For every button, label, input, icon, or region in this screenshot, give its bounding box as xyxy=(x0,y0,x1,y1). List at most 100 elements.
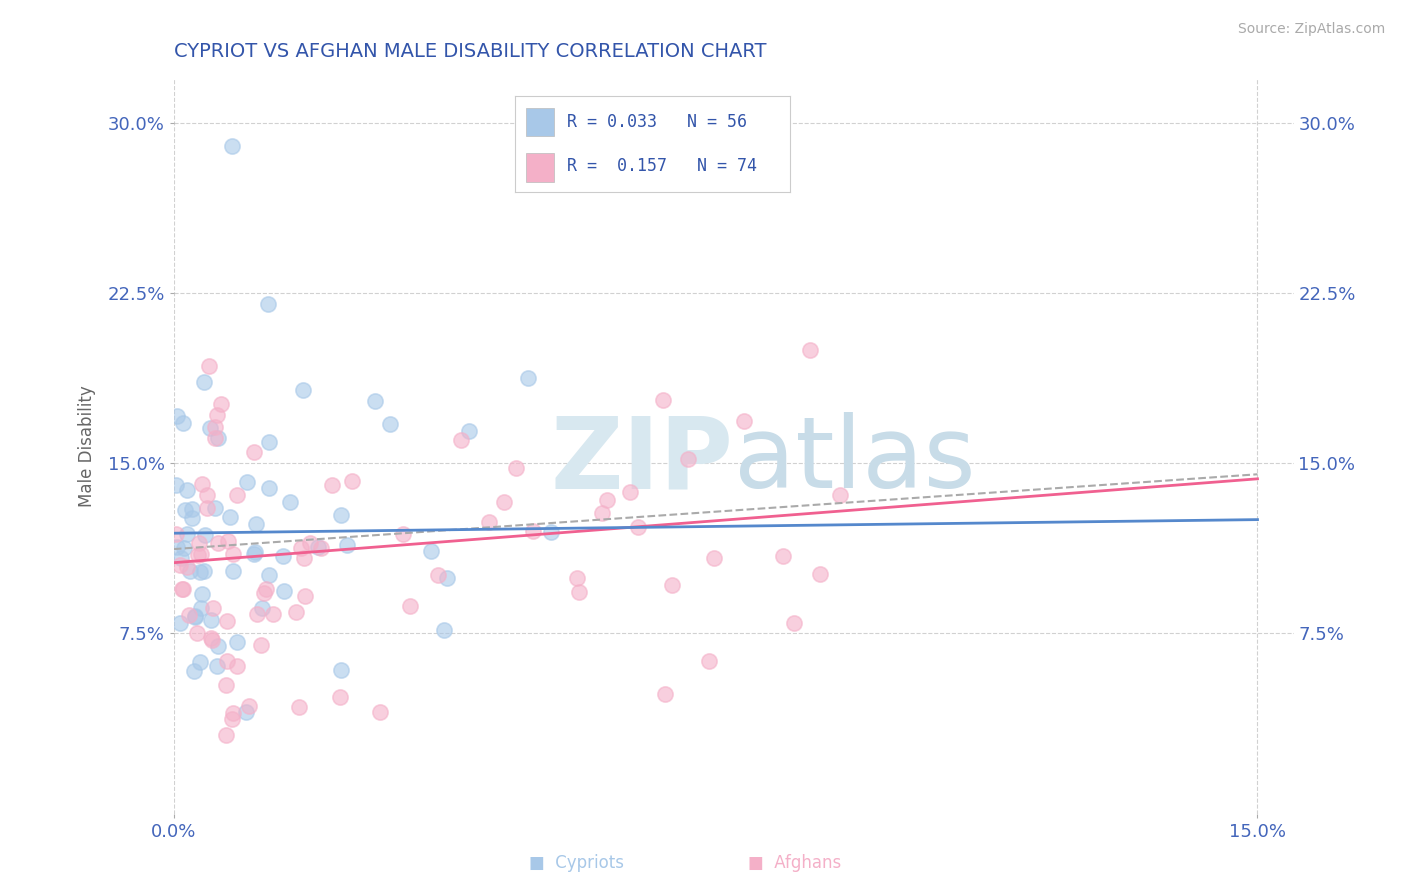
Point xyxy=(243,545,266,559)
Point xyxy=(226,659,249,673)
Point xyxy=(808,567,831,582)
Point xyxy=(169,551,191,566)
Point xyxy=(225,488,247,502)
Point xyxy=(392,527,415,541)
Point xyxy=(321,478,343,492)
Point xyxy=(540,524,562,539)
Text: ■  Afghans: ■ Afghans xyxy=(748,855,841,872)
Point xyxy=(436,571,458,585)
Point xyxy=(565,571,588,585)
Text: ■  Cypriots: ■ Cypriots xyxy=(529,855,624,872)
Point xyxy=(176,560,198,574)
Point xyxy=(184,609,207,624)
Point xyxy=(207,640,229,654)
Point xyxy=(165,527,187,541)
Point xyxy=(252,600,274,615)
Point xyxy=(195,501,218,516)
Point xyxy=(591,506,613,520)
Point xyxy=(246,607,269,621)
Point xyxy=(183,664,205,678)
Point xyxy=(288,700,311,714)
Point xyxy=(174,503,197,517)
Point xyxy=(278,494,301,508)
Point xyxy=(193,565,215,579)
Point xyxy=(619,485,641,500)
Point xyxy=(222,547,245,561)
Point xyxy=(204,430,226,444)
Point xyxy=(307,540,329,554)
Point xyxy=(830,487,852,501)
Point xyxy=(166,540,188,554)
Y-axis label: Male Disability: Male Disability xyxy=(79,385,96,507)
Point xyxy=(176,527,198,541)
Point xyxy=(703,551,725,566)
Point xyxy=(568,585,591,599)
Point xyxy=(654,687,676,701)
Point xyxy=(291,384,314,398)
Point xyxy=(236,475,259,489)
Point xyxy=(205,408,228,422)
Point xyxy=(200,613,222,627)
Point xyxy=(219,510,242,524)
Point xyxy=(782,616,804,631)
Point xyxy=(169,615,191,630)
Point xyxy=(221,712,243,726)
Point xyxy=(166,409,188,423)
Point xyxy=(516,370,538,384)
Point xyxy=(626,520,648,534)
Point xyxy=(191,477,214,491)
Point xyxy=(433,624,456,638)
Point xyxy=(222,706,245,721)
Point xyxy=(215,728,238,742)
Point xyxy=(165,477,187,491)
Point xyxy=(181,510,204,524)
Point xyxy=(309,541,332,556)
Point xyxy=(330,508,353,522)
Point xyxy=(398,599,420,613)
Point xyxy=(202,601,225,615)
Point xyxy=(173,541,195,555)
Point xyxy=(186,625,208,640)
Point xyxy=(330,663,353,677)
Point xyxy=(217,533,239,548)
Point xyxy=(699,654,721,668)
Point xyxy=(419,544,441,558)
Point xyxy=(799,343,821,357)
Point xyxy=(284,605,307,619)
Point xyxy=(450,433,472,447)
Point xyxy=(207,431,229,445)
Point xyxy=(191,587,214,601)
Point xyxy=(245,517,267,532)
Point xyxy=(172,582,194,596)
Point xyxy=(172,417,194,431)
Point xyxy=(262,607,284,621)
Point xyxy=(368,705,391,719)
Point xyxy=(169,558,191,572)
Text: atlas: atlas xyxy=(734,412,976,509)
Point xyxy=(209,397,232,411)
Point xyxy=(190,601,212,615)
Point xyxy=(336,538,359,552)
Point xyxy=(197,359,219,374)
Point xyxy=(257,481,280,495)
Point xyxy=(596,492,619,507)
Point xyxy=(217,615,239,629)
Point xyxy=(342,475,364,489)
Text: ZIP: ZIP xyxy=(551,412,734,509)
Point xyxy=(676,452,699,467)
Point xyxy=(292,551,315,566)
Point xyxy=(172,582,194,597)
Point xyxy=(176,483,198,498)
Point xyxy=(215,678,238,692)
Point xyxy=(661,578,683,592)
Point xyxy=(198,421,221,435)
Point xyxy=(201,633,224,648)
Point xyxy=(733,414,755,428)
Point xyxy=(772,549,794,563)
Point xyxy=(522,524,544,538)
Point xyxy=(243,547,266,561)
Point xyxy=(221,138,243,153)
Point xyxy=(194,528,217,542)
Point xyxy=(207,659,229,673)
Point xyxy=(505,461,527,475)
